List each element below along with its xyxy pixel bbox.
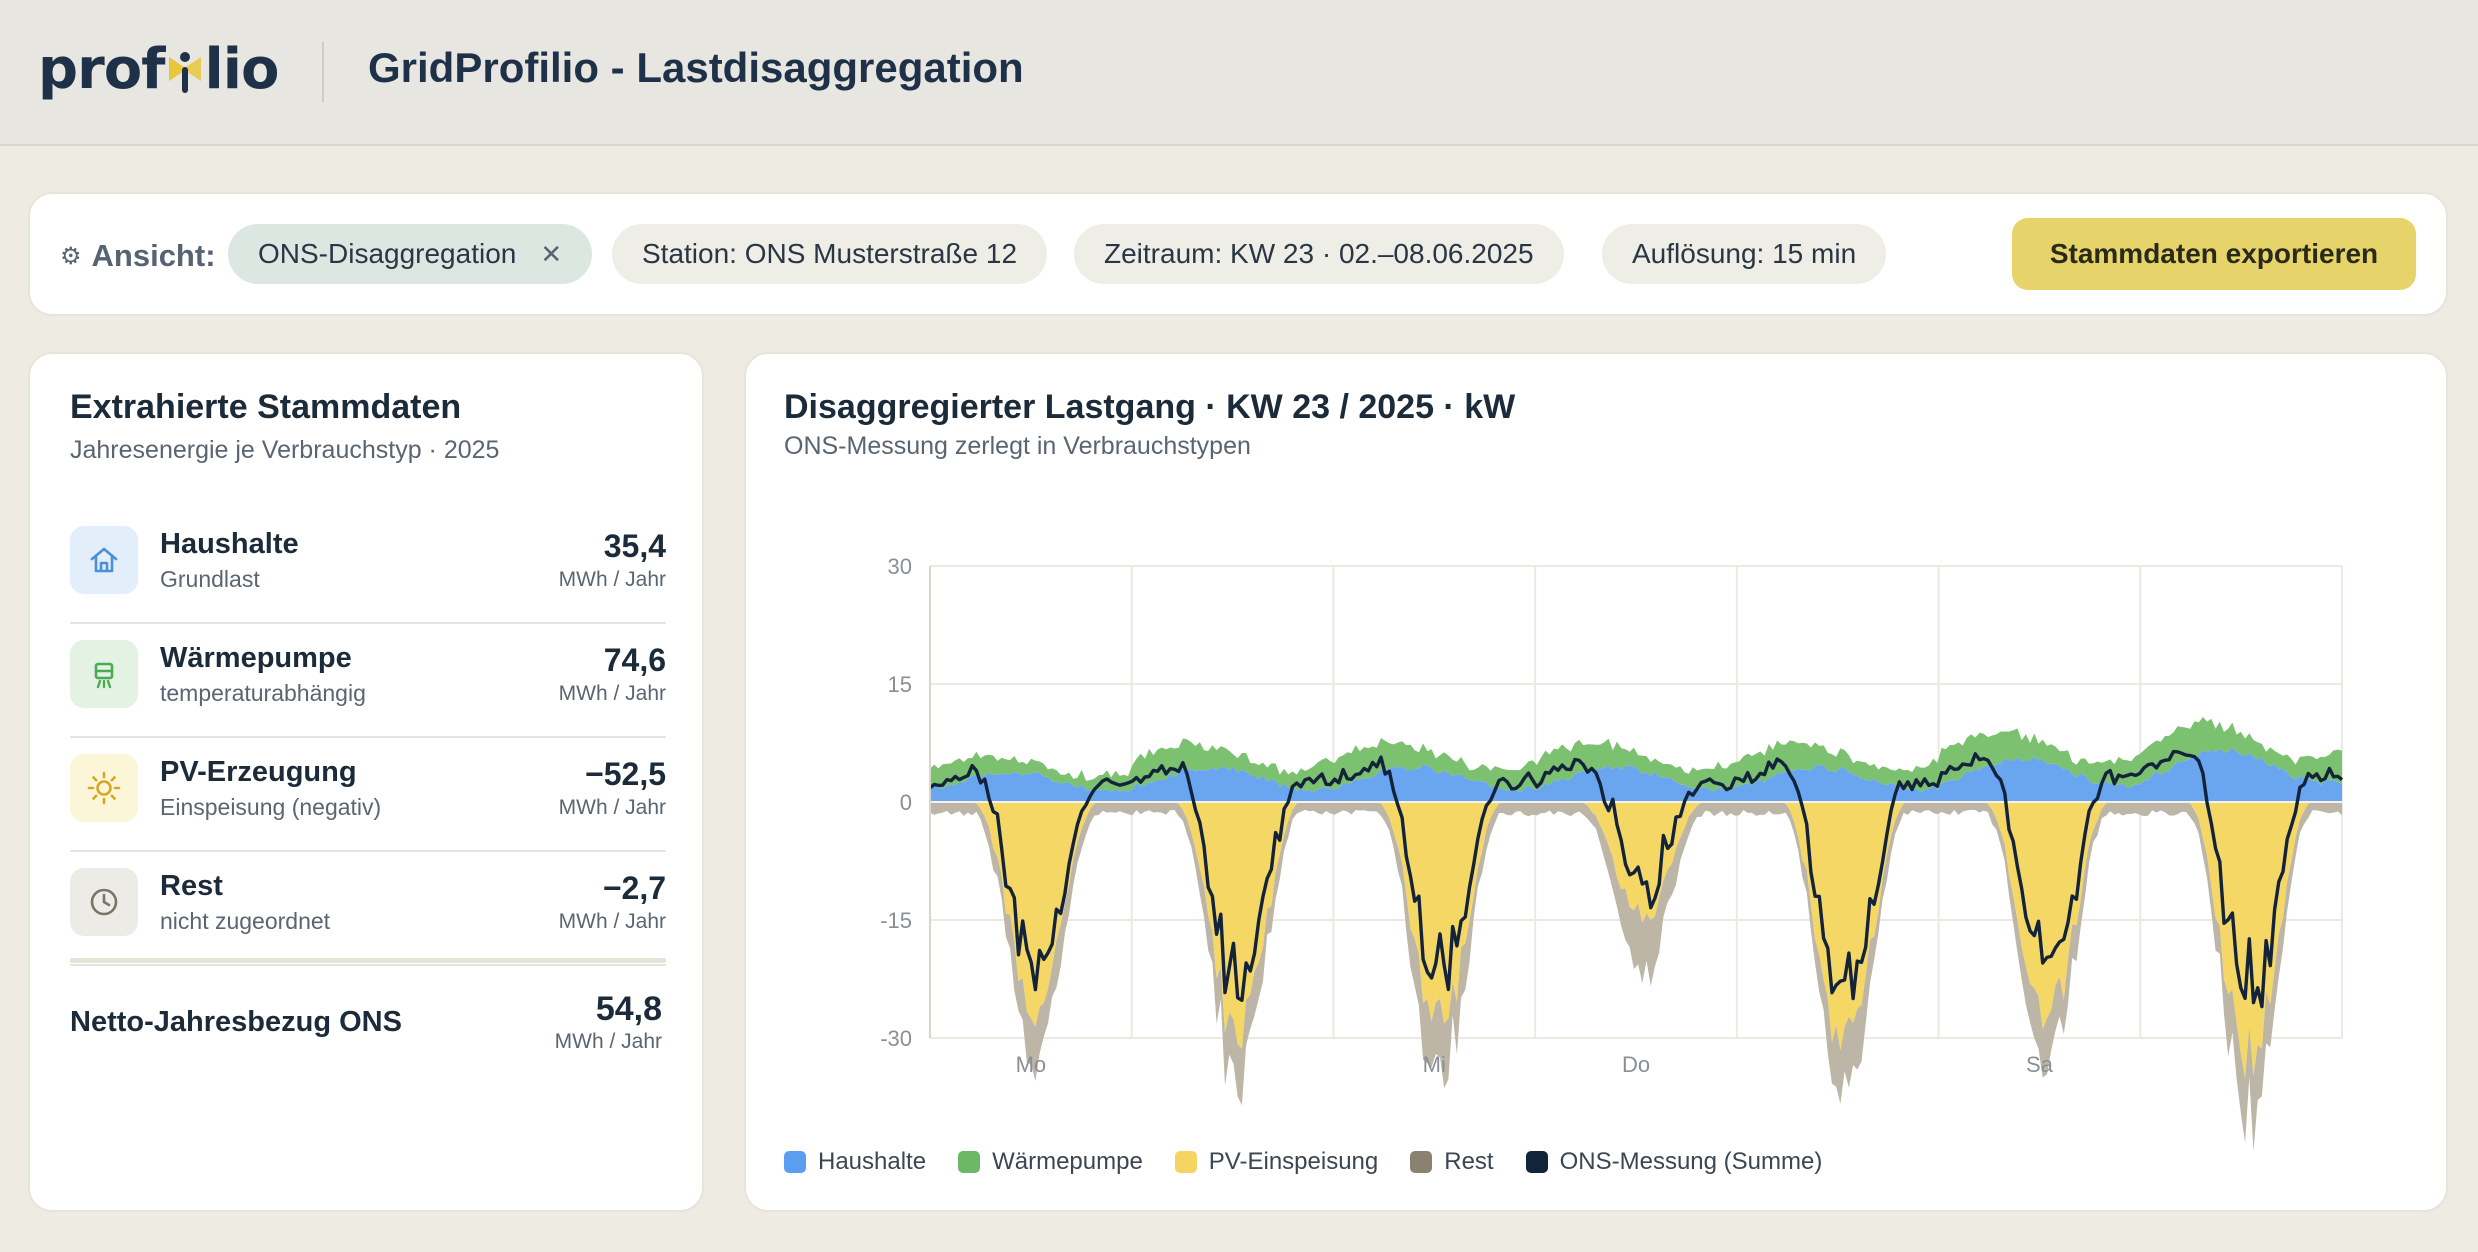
legend-item-ons[interactable]: ONS-Messung (Summe): [1525, 1148, 1823, 1176]
list-item-haushalte: Haushalte Grundlast 35,4 MWh / Jahr: [70, 510, 666, 624]
area-waermepumpe: [930, 717, 2342, 793]
chart-title: Disaggregierter Lastgang · KW 23 / 2025 …: [784, 388, 1516, 426]
legend-swatch: [1410, 1151, 1433, 1173]
y-tick-label: -15: [880, 908, 912, 933]
legend-label: Rest: [1444, 1148, 1494, 1175]
item-desc: temperaturabhängig: [160, 680, 366, 706]
legend-item-pv[interactable]: PV-Einspeisung: [1174, 1148, 1379, 1176]
item-unit: MWh / Jahr: [558, 796, 666, 819]
legend-item-waermepumpe[interactable]: Wärmepumpe: [958, 1148, 1143, 1176]
legend-label: Wärmepumpe: [992, 1148, 1143, 1175]
legend-item-haushalte[interactable]: Haushalte: [784, 1148, 926, 1176]
legend-label: Haushalte: [818, 1148, 927, 1175]
item-value: 35,4: [603, 528, 666, 564]
heat-pump-icon: [70, 640, 138, 708]
legend-label: ONS-Messung (Summe): [1559, 1148, 1823, 1175]
legend-swatch: [958, 1151, 981, 1173]
close-icon[interactable]: ✕: [540, 238, 563, 269]
view-label-text: Ansicht:: [91, 238, 216, 273]
legend-swatch: [1525, 1151, 1548, 1173]
logo-text-right: lio: [204, 36, 280, 102]
legend-swatch: [1174, 1151, 1197, 1173]
item-desc: Grundlast: [160, 566, 260, 592]
total-unit: MWh / Jahr: [554, 1030, 662, 1053]
item-name: Wärmepumpe: [160, 642, 352, 674]
item-value: −52,5: [585, 756, 666, 792]
filter-bar: ⚙ Ansicht: ONS-Disaggregation ✕ Station:…: [28, 192, 2448, 316]
clock-icon: [70, 868, 138, 936]
x-tick-label: Mo: [1016, 1052, 1047, 1077]
header-divider: [322, 42, 324, 102]
y-tick-label: 30: [888, 554, 912, 579]
chip-label: Auflösung: 15 min: [1632, 238, 1857, 269]
list-item-waermepumpe: Wärmepumpe temperaturabhängig 74,6 MWh /…: [70, 624, 666, 738]
chart-card: Disaggregierter Lastgang · KW 23 / 2025 …: [744, 352, 2448, 1212]
stammdaten-card: Extrahierte Stammdaten Jahresenergie je …: [28, 352, 704, 1212]
house-icon: [70, 526, 138, 594]
chip-ons-disaggregation[interactable]: ONS-Disaggregation ✕: [228, 224, 593, 284]
load-profile-chart[interactable]: 30 15 0 -15 -30 Mo Mi Do Sa: [746, 354, 2446, 1214]
chart-subtitle: ONS-Messung zerlegt in Verbrauchstypen: [784, 432, 1251, 460]
legend-swatch: [784, 1151, 806, 1173]
item-unit: MWh / Jahr: [558, 910, 666, 933]
export-stammdaten-button[interactable]: Stammdaten exportieren: [2012, 218, 2416, 290]
sun-icon: [70, 754, 138, 822]
total-label: Netto-Jahresbezug ONS: [70, 1006, 402, 1038]
area-haushalte: [930, 747, 2342, 802]
chip-label: Station: ONS Musterstraße 12: [642, 238, 1018, 269]
card-subtitle: Jahresenergie je Verbrauchstyp · 2025: [70, 436, 500, 464]
chip-aufloesung[interactable]: Auflösung: 15 min: [1602, 224, 1887, 284]
y-tick-label: 15: [888, 672, 912, 697]
item-name: PV-Erzeugung: [160, 756, 357, 788]
logo-mark-icon: [167, 39, 203, 99]
chip-label: ONS-Disaggregation: [258, 238, 517, 269]
total-value: 54,8: [595, 990, 662, 1028]
chip-label: Zeitraum: KW 23 · 02.–08.06.2025: [1104, 238, 1534, 269]
page-title: GridProfilio - Lastdisaggregation: [368, 44, 1024, 91]
chip-zeitraum[interactable]: Zeitraum: KW 23 · 02.–08.06.2025: [1074, 224, 1564, 284]
item-desc: Einspeisung (negativ): [160, 794, 382, 820]
list-item-rest: Rest nicht zugeordnet −2,7 MWh / Jahr: [70, 852, 666, 966]
chart-legend: Haushalte Wärmepumpe PV-Einspeisung Rest…: [784, 1148, 1822, 1176]
y-tick-label: -30: [880, 1026, 912, 1051]
legend-label: PV-Einspeisung: [1208, 1148, 1379, 1175]
y-tick-label: 0: [900, 790, 912, 815]
card-title: Extrahierte Stammdaten: [70, 388, 462, 426]
area-rest: [930, 802, 2342, 1152]
item-desc: nicht zugeordnet: [160, 908, 331, 934]
chip-station[interactable]: Station: ONS Musterstraße 12: [612, 224, 1048, 284]
line-ons-messung: [928, 749, 2344, 1009]
list-item-pv-erzeugung: PV-Erzeugung Einspeisung (negativ) −52,5…: [70, 738, 666, 852]
profilio-logo[interactable]: prof lio: [38, 34, 280, 104]
total-divider: [70, 958, 666, 963]
x-tick-label: Do: [1622, 1052, 1650, 1077]
legend-item-rest[interactable]: Rest: [1410, 1148, 1494, 1176]
item-name: Haushalte: [160, 528, 299, 560]
item-unit: MWh / Jahr: [558, 568, 666, 591]
logo-text-left: prof: [38, 36, 166, 102]
item-value: −2,7: [602, 870, 666, 906]
item-name: Rest: [160, 870, 223, 902]
item-value: 74,6: [603, 642, 666, 678]
gear-icon: ⚙: [60, 242, 82, 270]
x-tick-label: Sa: [2026, 1052, 2054, 1077]
view-label: ⚙ Ansicht:: [60, 238, 216, 274]
x-tick-label: Mi: [1423, 1052, 1446, 1077]
app-header: prof lio GridProfilio - Lastdisaggregati…: [0, 0, 2478, 146]
item-unit: MWh / Jahr: [558, 682, 666, 705]
